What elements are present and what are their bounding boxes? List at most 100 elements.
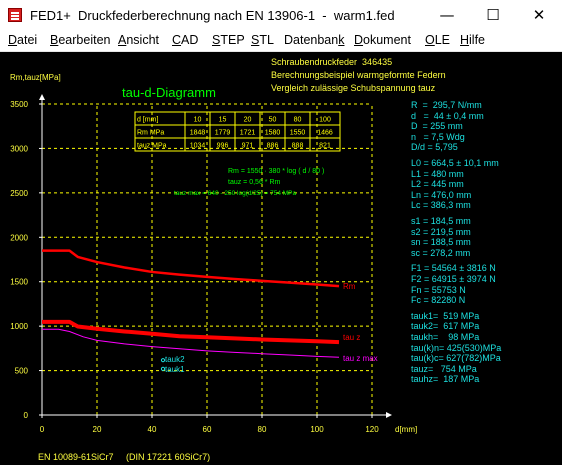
table-cell: 1848 [190,130,206,137]
result-line: s2 = 219,5 mm [411,226,471,237]
result-line: tau(k)n= 425(530)MPa [411,342,502,353]
series-label: tau z [343,333,360,342]
formula-text: tauz = 0,56 * Rm [228,179,281,186]
table-cell: 1550 [290,130,306,137]
menu-dokument[interactable]: Dokument [354,33,411,47]
y-tick-label: 3000 [10,144,28,153]
x-tick-label: 80 [258,425,267,434]
menu-ole[interactable]: OLE [425,33,451,47]
result-line: sn = 188,5 mm [411,237,471,248]
diagram-area: 0 500 1000 1500 2000 2500 3000 3500 0 20 40 60 80 100… [0,52,562,465]
point-label: tauk1 [165,365,185,374]
x-tick-label: 100 [310,425,324,434]
table-cell: Rm MPa [137,130,164,137]
menu-step[interactable]: STEP [212,33,245,47]
header-line-1: Schraubendruckfeder 346435 [271,57,393,67]
menu-bar: Datei Bearbeiten Ansicht CAD STEP STL Datenban… [0,31,562,52]
series-label: Rm [343,282,356,291]
result-line: L1 = 480 mm [411,168,464,179]
result-line: L2 = 445 mm [411,179,464,190]
point-label: tauk2 [165,355,185,364]
menu-cad[interactable]: CAD [172,33,199,47]
menu-stl[interactable]: STL [251,33,274,47]
x-tick-label: 0 [40,425,45,434]
result-line: s1 = 184,5 mm [411,216,471,226]
table-header-cell: 10 [194,117,202,124]
y-tick-label: 2500 [10,189,28,198]
x-tick-label: 40 [148,425,157,434]
result-line: tau(k)c= 627(782)MPa [411,353,501,364]
series-line-rm [42,249,340,288]
window-title: FED1+ Druckfederberechnung nach EN 13906… [30,8,395,23]
result-line: Lc = 386,3 mm [411,200,471,211]
header-line-2: Berechnungsbeispiel warmgeformte Federn [271,70,446,80]
result-line: D/d = 5,795 [411,142,458,153]
series-label: tau z max [343,354,378,363]
x-tick-label: 120 [365,425,379,434]
x-tick-label: 60 [203,425,212,434]
table-header-cell: 100 [319,117,331,124]
table-cell: 1466 [317,130,333,137]
result-line: Ln = 476,0 mm [411,189,472,200]
result-line: tauk2= 617 MPa [411,321,480,332]
table-cell: 971 [242,143,254,150]
table-header-cell: 50 [269,117,277,124]
result-line: d = 44 ± 0,4 mm [411,110,484,121]
result-line: n = 7,5 Wdg [411,131,465,142]
spring-app-icon[interactable] [8,8,22,22]
menu-bearbeiten[interactable]: Bearbeiten [50,33,111,47]
result-line: D = 255 mm [411,121,463,132]
y-tick-label: 2000 [10,233,28,242]
x-axis-arrow [386,412,392,418]
result-line: tauz= 754 MPa [411,363,477,374]
result-line: sc = 278,2 mm [411,247,471,258]
y-axis-label: Rm,tauz[MPa] [10,73,61,82]
table-cell: 886 [267,143,279,150]
formula-text: tauz max = 640 - 250 log(d/25) = 754 MPa [174,190,297,197]
result-line: taukh= 98 MPa [411,332,480,342]
table-header-cell: d [mm] [137,117,158,124]
table-cell: 1580 [265,130,281,137]
x-axis-label: d[mm] [395,425,417,434]
result-line: Fn = 55753 N [411,284,466,295]
minimize-button[interactable]: — [439,6,455,24]
result-line: tauhz= 187 MPa [411,374,480,385]
series-line-tau-z-max [42,328,340,358]
menu-datenbank[interactable]: Datenbank [284,33,345,47]
result-line: R = 295,7 N/mm [411,100,482,110]
y-tick-label: 1500 [10,278,28,287]
maximize-button[interactable]: ☐ [486,6,500,24]
menu-ansicht[interactable]: Ansicht [118,33,159,47]
y-tick-label: 500 [15,367,29,376]
point-tauk1 [160,366,166,371]
result-line: F1 = 54564 ± 3816 N [411,263,496,274]
result-line: F2 = 64915 ± 3974 N [411,274,496,284]
table-header-cell: 20 [244,117,252,124]
close-button[interactable]: ✕ [532,6,546,24]
table-header-cell: 15 [219,117,227,124]
tau-d-chart: 0 500 1000 1500 2000 2500 3000 3500 0 20 40 60 80 100… [10,73,417,434]
material-label: EN 10089-61SiCr7 (DIN 17221 60SiCr7) [38,452,211,462]
y-axis-arrow [39,94,45,100]
formula-text: Rm = 1550 · 380 * log ( d / 80 ) [228,168,324,175]
y-tick-label: 3500 [10,100,28,109]
result-line: L0 = 664,5 ± 10,1 mm [411,158,499,168]
values-table [134,111,341,152]
table-cell: 1034 [190,143,206,150]
table-cell: 996 [217,143,229,150]
result-line: tauk1= 519 MPa [411,310,480,321]
series-line-tau-z [42,319,340,345]
title-bar: FED1+ Druckfederberechnung nach EN 13906… [0,0,562,31]
chart-title: tau-d-Diagramm [122,85,216,100]
x-tick-label: 20 [93,425,102,434]
table-cell: tauz MPa [137,143,167,150]
table-header-cell: 80 [294,117,302,124]
table-cell: 821 [319,143,331,150]
menu-datei[interactable]: Datei [8,33,38,47]
y-tick-label: 1000 [10,322,28,331]
result-line: Fc = 82280 N [411,295,466,306]
header-line-3: Vergleich zulässige Schubspannung tauz [271,83,436,93]
table-cell: 1779 [215,130,231,137]
table-cell: 1721 [240,130,256,137]
menu-hilfe[interactable]: Hilfe [460,33,486,47]
